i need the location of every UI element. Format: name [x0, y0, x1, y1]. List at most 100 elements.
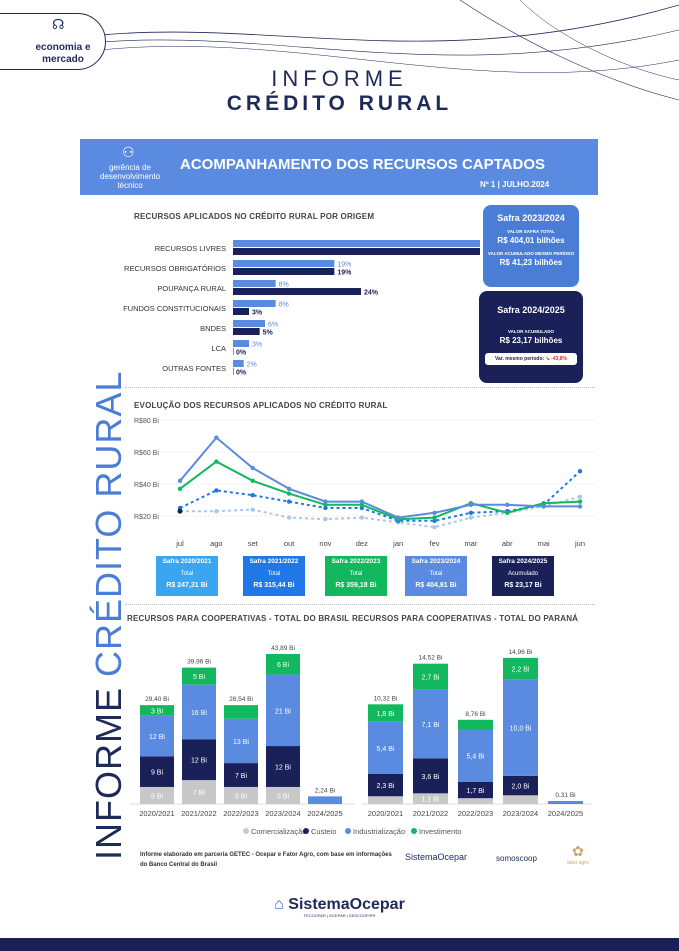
summary-box-title: Safra 2023/2024 — [497, 213, 565, 223]
category-label: RECURSOS OBRIGATÓRIOS — [124, 264, 226, 273]
data-point — [250, 465, 255, 471]
total-label: 0,31 Bi — [555, 792, 575, 799]
stacked-bar-segment — [413, 758, 448, 794]
data-point — [214, 488, 219, 493]
footer-bar — [0, 938, 679, 951]
segment-label: 1,1 Bi — [422, 797, 440, 804]
safra-card-label: Acumulado — [507, 571, 539, 577]
segment-label: 5 Bi — [151, 793, 164, 800]
variation-label: Var. mesmo período: — [494, 356, 545, 362]
x-tick-label: 2024/2025 — [307, 809, 342, 818]
segment-label: 21 Bi — [275, 708, 291, 715]
safra-card-title: Safra 2020/2021 — [162, 558, 212, 565]
fator-agro-logo: ✿ fator agro — [563, 843, 593, 866]
data-point — [177, 478, 183, 483]
segment-label: 5 Bi — [235, 793, 248, 800]
stacked-bar-segment — [503, 775, 538, 796]
ocepar-logo-subtitle: FECOOPAR | OCEPAR | SESCOOP/PR — [303, 913, 376, 918]
total-label: 28,54 Bi — [229, 696, 253, 703]
x-tick-label: 2021/2022 — [181, 809, 216, 818]
legend-marker — [345, 828, 351, 834]
variation-value: -43,8% — [551, 356, 567, 362]
legend-marker — [303, 828, 309, 834]
category-label: FUNDOS CONSTITUCIONAIS — [123, 304, 226, 313]
bar — [233, 368, 234, 375]
y-tick-label: R$60 Bi — [134, 450, 159, 457]
report-title-line2: CRÉDITO RURAL — [226, 92, 453, 115]
summary-box-2023-2024: Safra 2023/2024 VALOR SAFRA TOTAL R$ 404… — [483, 205, 579, 287]
x-tick-label: 2024/2025 — [548, 809, 583, 818]
total-label: 14,96 Bi — [509, 649, 533, 656]
stacked-bar-segment — [224, 786, 258, 804]
bar-value-label: 24% — [364, 290, 379, 297]
stacked-bar-segment — [140, 715, 174, 757]
segment-label: 9 Bi — [151, 770, 164, 777]
origin-bar-chart: RECURSOS LIVRES55%48%RECURSOS OBRIGATÓRI… — [123, 240, 480, 377]
badge-text: economia e mercado — [35, 42, 91, 65]
leaf-icon: ✿ — [572, 843, 584, 859]
segment-label: 7 Bi — [235, 773, 248, 780]
segment-label: 6 Bi — [277, 662, 290, 669]
divider — [125, 387, 595, 388]
data-point — [432, 510, 437, 515]
data-point — [250, 478, 255, 483]
brasil-stacked-chart: 5 Bi 9 Bi 12 Bi 3 Bi 29,40 Bi 2020/2021 7 Bi 12… — [130, 645, 355, 818]
stacked-bar-segment — [308, 796, 342, 804]
stacked-bar-segment — [266, 654, 300, 675]
bar — [233, 280, 276, 287]
category-label: BNDES — [200, 324, 226, 333]
evolution-line-chart: R$20 Bi R$40 Bi R$60 Bi R$80 Bi jul ago set out… — [134, 418, 595, 548]
safra-card-title: Safra 2023/2024 — [411, 558, 461, 565]
segment-label: 2,3 Bi — [377, 783, 395, 790]
segment-label: 1,8 Bi — [377, 711, 395, 718]
stacked-bar-segment — [224, 763, 258, 787]
legend-marker — [411, 828, 417, 834]
ocepar-logo-text: SistemaOcepar — [288, 896, 405, 913]
sistema-ocepar-small-logo: SistemaOcepar — [405, 852, 468, 862]
bar — [233, 248, 480, 255]
category-label: RECURSOS LIVRES — [155, 244, 226, 253]
bar — [233, 320, 265, 327]
total-label: 2,24 Bi — [315, 787, 335, 794]
data-point — [323, 499, 328, 504]
segment-label: 2,7 Bi — [422, 675, 440, 682]
safra-card-value: R$ 23,17 Bi — [504, 582, 542, 589]
y-tick-label: R$20 Bi — [134, 514, 159, 521]
stacked-bar-segment — [503, 795, 538, 804]
legend-label: Industrialização — [353, 827, 405, 836]
data-point — [395, 515, 401, 520]
stacked-bar-segment — [368, 796, 403, 804]
stacked-bar-segment — [266, 674, 300, 747]
data-point — [468, 510, 474, 515]
safra-card-title: Safra 2024/2025 — [498, 558, 548, 565]
bar — [233, 300, 276, 307]
segment-label: 5 Bi — [193, 674, 206, 681]
bar — [233, 348, 234, 355]
segment-label: 12 Bi — [149, 734, 165, 741]
segment-label: 3,6 Bi — [422, 774, 440, 781]
bar-value-label: 0% — [236, 370, 247, 377]
x-tick-label: set — [248, 539, 259, 548]
x-tick-label: nov — [319, 539, 331, 548]
series-line — [179, 470, 581, 522]
bar — [233, 240, 480, 247]
safra-card-label: Total — [267, 571, 281, 577]
category-label: OUTRAS FONTES — [162, 364, 226, 373]
data-point — [286, 515, 292, 520]
data-point — [177, 508, 183, 514]
data-point — [432, 518, 437, 523]
data-point — [323, 502, 328, 507]
summary-box-label: VALOR SAFRA TOTAL — [507, 229, 555, 234]
stacked-bar-segment — [458, 798, 493, 804]
down-trend-icon: ↘ — [545, 356, 550, 362]
x-tick-label: jun — [574, 539, 585, 548]
data-point — [359, 499, 365, 504]
x-tick-label: 2020/2021 — [139, 809, 174, 818]
safra-card-title: Safra 2021/2022 — [249, 558, 299, 565]
report-title-line1: INFORME — [271, 66, 408, 91]
section-banner — [80, 139, 598, 195]
data-point — [359, 502, 365, 507]
safra-card-2021-2022: Safra 2021/2022 Total R$ 315,44 Bi — [243, 556, 305, 596]
x-tick-label: 2020/2021 — [368, 809, 403, 818]
evolution-chart-title: EVOLUÇÃO DOS RECURSOS APLICADOS NO CRÉDI… — [134, 401, 388, 410]
